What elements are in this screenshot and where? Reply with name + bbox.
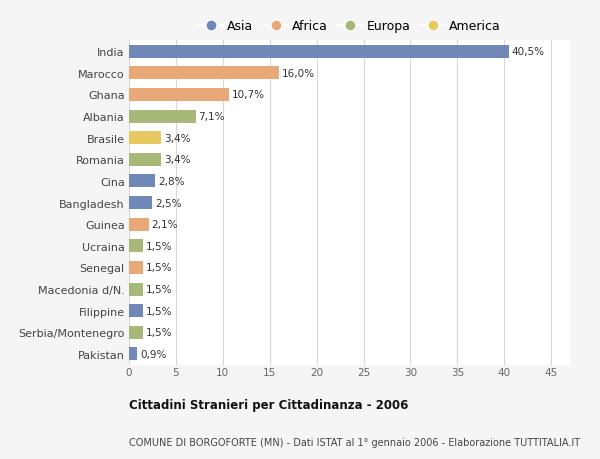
Text: 1,5%: 1,5%: [146, 306, 172, 316]
Bar: [129, 153, 161, 167]
Bar: [129, 347, 137, 361]
Bar: [129, 45, 509, 59]
Bar: [129, 283, 143, 296]
Text: 16,0%: 16,0%: [282, 69, 315, 78]
Text: 2,5%: 2,5%: [155, 198, 182, 208]
Text: 10,7%: 10,7%: [232, 90, 265, 100]
Text: 1,5%: 1,5%: [146, 263, 172, 273]
Bar: [129, 326, 143, 339]
Bar: [129, 304, 143, 318]
Text: 7,1%: 7,1%: [199, 112, 225, 122]
Bar: [129, 89, 229, 102]
Bar: [129, 175, 155, 188]
Bar: [129, 261, 143, 274]
Bar: [129, 132, 161, 145]
Text: 40,5%: 40,5%: [512, 47, 545, 57]
Text: 2,8%: 2,8%: [158, 177, 185, 186]
Text: 3,4%: 3,4%: [164, 134, 190, 143]
Bar: [129, 196, 152, 210]
Text: COMUNE DI BORGOFORTE (MN) - Dati ISTAT al 1° gennaio 2006 - Elaborazione TUTTITA: COMUNE DI BORGOFORTE (MN) - Dati ISTAT a…: [129, 437, 580, 447]
Legend: Asia, Africa, Europa, America: Asia, Africa, Europa, America: [193, 15, 506, 38]
Text: 0,9%: 0,9%: [140, 349, 167, 359]
Text: 3,4%: 3,4%: [164, 155, 190, 165]
Text: 2,1%: 2,1%: [152, 220, 178, 230]
Text: 1,5%: 1,5%: [146, 328, 172, 337]
Bar: [129, 67, 279, 80]
Bar: [129, 218, 149, 231]
Text: 1,5%: 1,5%: [146, 241, 172, 251]
Text: 1,5%: 1,5%: [146, 285, 172, 294]
Bar: [129, 240, 143, 253]
Text: Cittadini Stranieri per Cittadinanza - 2006: Cittadini Stranieri per Cittadinanza - 2…: [129, 398, 409, 412]
Bar: [129, 110, 196, 123]
